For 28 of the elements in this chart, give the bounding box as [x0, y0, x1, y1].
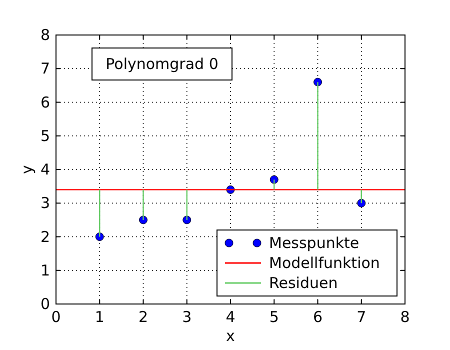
x-tick-label: 5: [269, 308, 279, 326]
y-axis-title: y: [18, 164, 36, 174]
legend-label: Messpunkte: [269, 234, 360, 252]
x-tick-label: 3: [182, 308, 192, 326]
y-tick-label: 8: [40, 26, 50, 44]
point: [95, 232, 104, 241]
y-tick-label: 2: [40, 228, 50, 246]
y-tick-label: 4: [40, 160, 50, 178]
legend-label: Modellfunktion: [269, 254, 380, 272]
x-tick-label: 7: [356, 308, 366, 326]
y-tick-label: 6: [40, 93, 50, 112]
point: [357, 198, 366, 208]
x-tick-label: 8: [400, 308, 410, 326]
point: [182, 216, 192, 224]
legend-label: Residuen: [269, 274, 338, 292]
x-axis-title: x: [226, 327, 236, 345]
y-tick-label: 0: [40, 295, 50, 313]
x-tick-label: 2: [138, 308, 148, 326]
x-tick-label: 1: [94, 308, 104, 326]
y-tick-label: 3: [40, 194, 50, 212]
point: [270, 175, 278, 184]
y-tick-label: 5: [40, 126, 50, 145]
annotation: Polynomgrad 0: [106, 55, 218, 73]
y-tick-label: 7: [40, 60, 50, 78]
x-tick-label: 4: [226, 308, 236, 326]
x-tick-label: 6: [312, 308, 323, 326]
x-tick-label: 0: [51, 308, 61, 326]
y-tick-label: 1: [40, 261, 50, 280]
